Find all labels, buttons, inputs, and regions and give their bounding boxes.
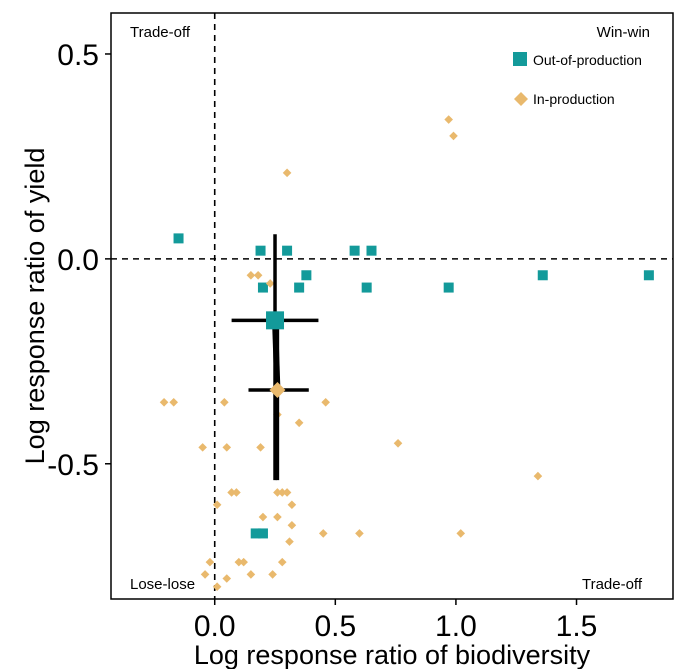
data-point-square xyxy=(282,245,293,256)
x-tick-label: 0.0 xyxy=(194,610,236,643)
data-point-diamond xyxy=(456,529,466,538)
data-point-diamond xyxy=(277,557,287,567)
data-point-diamond xyxy=(273,488,282,497)
data-point-diamond xyxy=(285,537,294,546)
data-point-diamond xyxy=(268,570,277,579)
data-point-diamond xyxy=(246,570,256,579)
data-point-square xyxy=(643,270,654,281)
x-tick-label: 1.0 xyxy=(435,610,477,643)
data-point-diamond xyxy=(277,488,287,497)
mean-marker-diamond xyxy=(269,382,286,399)
x-axis-title: Log response ratio of biodiversity xyxy=(194,640,591,669)
data-point-diamond xyxy=(205,557,215,567)
data-point-square xyxy=(537,270,548,281)
legend-label-in-production: In-production xyxy=(533,91,615,107)
quadrant-label-bottom-right: Trade-off xyxy=(582,576,643,593)
data-point-diamond xyxy=(355,529,364,538)
legend-diamond-marker xyxy=(514,92,528,106)
data-point-square xyxy=(257,528,268,539)
reference-lines xyxy=(111,13,673,599)
axis-ticks: 0.0 0.5 1.0 1.5 0.5 0.0 -0.5 xyxy=(47,39,597,643)
data-point-diamond xyxy=(533,471,543,481)
data-point-diamond xyxy=(393,438,403,448)
data-point-diamond xyxy=(212,582,222,592)
data-point-square xyxy=(294,282,305,293)
data-point-diamond xyxy=(222,574,232,583)
data-point-diamond xyxy=(222,443,232,452)
data-point-square xyxy=(173,233,184,244)
x-tick-label: 1.5 xyxy=(556,610,598,643)
y-tick-label: 0.0 xyxy=(57,244,99,277)
data-point-square xyxy=(443,282,454,293)
data-point-diamond xyxy=(169,398,179,407)
data-point-diamond xyxy=(159,398,169,407)
data-point-diamond xyxy=(282,488,292,497)
data-point-diamond xyxy=(444,115,453,124)
legend-square-marker xyxy=(513,52,527,66)
data-point-diamond xyxy=(232,488,241,497)
data-point-square xyxy=(349,245,360,256)
y-tick-label: -0.5 xyxy=(47,449,99,482)
data-points xyxy=(159,115,654,592)
data-point-square xyxy=(361,282,372,293)
legend-label-out-of-production: Out-of-production xyxy=(533,52,642,68)
data-point-diamond xyxy=(449,131,458,141)
quadrant-label-top-left: Trade-off xyxy=(130,24,191,41)
quadrant-label-bottom-left: Lose-lose xyxy=(130,576,195,593)
data-point-diamond xyxy=(258,512,268,522)
data-point-diamond xyxy=(294,418,304,428)
data-point-diamond xyxy=(253,270,263,280)
data-point-diamond xyxy=(282,168,292,178)
mean-connector xyxy=(272,320,281,391)
data-point-square xyxy=(250,528,261,539)
data-point-square xyxy=(366,245,377,256)
x-tick-label: 0.5 xyxy=(314,610,356,643)
data-point-diamond xyxy=(239,557,248,567)
y-tick-label: 0.5 xyxy=(57,39,99,72)
data-point-square xyxy=(257,282,268,293)
legend: Out-of-production In-production xyxy=(513,52,642,107)
quadrant-label-top-right: Win-win xyxy=(597,24,650,41)
mean-markers xyxy=(231,234,319,481)
data-point-diamond xyxy=(287,520,297,530)
data-point-diamond xyxy=(265,279,275,288)
plot-panel xyxy=(110,12,674,600)
data-point-diamond xyxy=(256,443,265,452)
data-point-diamond xyxy=(212,500,222,510)
data-point-diamond xyxy=(273,512,282,522)
data-point-diamond xyxy=(321,398,330,407)
data-point-diamond xyxy=(198,443,207,452)
data-point-diamond xyxy=(200,570,210,579)
data-point-diamond xyxy=(234,557,244,567)
data-point-square xyxy=(301,270,312,281)
data-point-diamond xyxy=(227,488,236,497)
y-axis-title: Log response ratio of yield xyxy=(20,148,50,465)
data-point-diamond xyxy=(220,398,229,407)
data-point-square xyxy=(255,245,266,256)
data-point-diamond xyxy=(318,529,328,538)
mean-marker-square xyxy=(266,311,285,330)
data-point-diamond xyxy=(246,270,256,280)
data-point-diamond xyxy=(287,500,297,510)
